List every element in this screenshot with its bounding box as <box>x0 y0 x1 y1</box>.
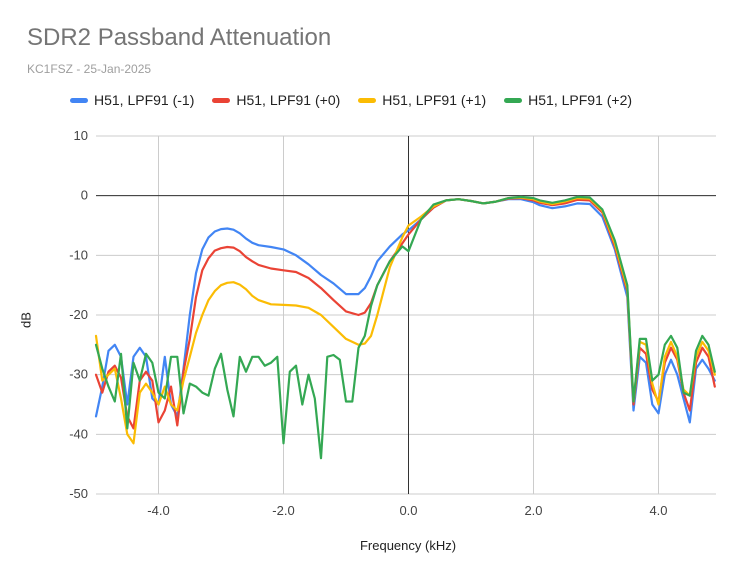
y-axis-label: dB <box>18 312 34 328</box>
legend-swatch-icon <box>70 97 88 103</box>
legend-item-series-3[interactable]: H51, LPF91 (+1) <box>358 92 486 108</box>
series-line-4 <box>94 195 716 460</box>
tick-labels: 10 0 -10 -20 -30 -40 -50 -4.0 -2.0 0.0 2.0 4.0 <box>69 128 667 518</box>
x-tick-label: 4.0 <box>649 503 667 518</box>
y-tick-label: 0 <box>81 188 88 203</box>
legend-label: H51, LPF91 (+2) <box>528 92 633 108</box>
y-tick-label: 10 <box>74 128 88 143</box>
x-tick-label: 2.0 <box>524 503 542 518</box>
legend-swatch-icon <box>358 97 377 103</box>
legend-item-series-4[interactable]: H51, LPF91 (+2) <box>504 92 632 108</box>
chart-title: SDR2 Passband Attenuation <box>27 24 332 51</box>
chart-subtitle: KC1FSZ - 25-Jan-2025 <box>27 62 152 76</box>
y-tick-label: -50 <box>69 486 88 501</box>
series-group <box>94 195 716 460</box>
legend-swatch-icon <box>212 97 231 103</box>
x-tick-label: -2.0 <box>272 503 294 518</box>
legend-item-series-2[interactable]: H51, LPF91 (+0) <box>212 92 340 108</box>
legend-label: H51, LPF91 (+0) <box>236 92 341 108</box>
x-tick-label: -4.0 <box>147 503 169 518</box>
y-tick-label: -40 <box>69 426 88 441</box>
x-axis-label: Frequency (kHz) <box>359 538 457 553</box>
x-tick-label: 0.0 <box>399 503 417 518</box>
legend: H51, LPF91 (-1) H51, LPF91 (+0) H51, LPF… <box>70 92 632 108</box>
y-tick-label: -10 <box>69 247 88 262</box>
legend-label: H51, LPF91 (-1) <box>94 92 195 108</box>
axis-lines <box>96 136 716 494</box>
y-tick-label: -20 <box>69 307 88 322</box>
y-tick-label: -30 <box>69 367 88 382</box>
legend-swatch-icon <box>504 97 523 103</box>
legend-label: H51, LPF91 (+1) <box>382 92 487 108</box>
legend-item-series-1[interactable]: H51, LPF91 (-1) <box>70 92 194 108</box>
